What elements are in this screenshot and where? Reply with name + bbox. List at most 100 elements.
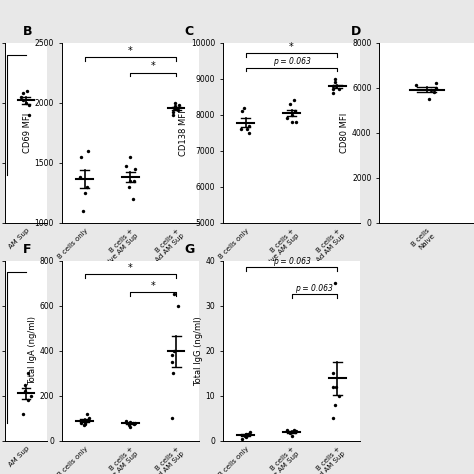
Point — [127, 153, 134, 161]
Point — [24, 370, 32, 377]
Point — [336, 86, 343, 93]
Point — [168, 358, 175, 366]
Y-axis label: CD138 MFI: CD138 MFI — [179, 110, 188, 155]
Point — [291, 428, 299, 436]
Point — [131, 419, 138, 427]
Point — [241, 432, 249, 440]
Point — [76, 173, 84, 181]
Point — [290, 426, 298, 433]
Point — [432, 84, 439, 91]
Point — [242, 430, 249, 438]
Point — [170, 370, 177, 377]
Y-axis label: CD69 MFI: CD69 MFI — [23, 113, 32, 153]
Point — [430, 88, 438, 96]
Point — [19, 410, 27, 418]
Point — [174, 106, 182, 114]
Text: *: * — [128, 263, 133, 273]
Point — [245, 430, 252, 438]
Point — [329, 370, 337, 377]
Point — [83, 417, 91, 424]
Point — [127, 177, 134, 184]
Point — [329, 383, 337, 391]
Text: B: B — [23, 25, 33, 37]
Point — [171, 102, 179, 110]
Point — [246, 428, 254, 436]
Point — [288, 428, 295, 436]
Point — [329, 89, 337, 97]
Point — [19, 89, 27, 97]
Point — [77, 153, 85, 161]
Point — [122, 163, 129, 170]
Text: C: C — [184, 25, 193, 37]
Point — [127, 424, 134, 431]
Point — [80, 421, 88, 429]
Point — [238, 435, 246, 442]
Point — [168, 414, 176, 422]
Point — [129, 195, 137, 202]
Point — [329, 86, 337, 93]
Point — [332, 279, 339, 287]
Point — [122, 417, 129, 424]
Point — [82, 189, 89, 197]
Point — [79, 207, 87, 215]
Point — [130, 177, 137, 184]
Point — [288, 432, 295, 440]
Point — [81, 420, 88, 428]
Point — [286, 429, 293, 437]
Text: *: * — [128, 46, 133, 55]
Point — [283, 426, 291, 433]
Point — [131, 165, 138, 173]
Point — [292, 427, 300, 435]
Point — [77, 419, 84, 427]
Point — [291, 107, 299, 115]
Text: p = 0.063: p = 0.063 — [295, 284, 333, 293]
Point — [332, 75, 339, 82]
Point — [125, 421, 132, 429]
Point — [170, 111, 177, 118]
Point — [169, 109, 177, 116]
Point — [171, 347, 178, 355]
Point — [331, 401, 338, 409]
Point — [22, 99, 30, 107]
Point — [127, 418, 134, 426]
Point — [27, 392, 35, 400]
Point — [24, 396, 31, 404]
Point — [336, 392, 343, 400]
Point — [242, 433, 250, 441]
Point — [172, 105, 180, 112]
Point — [129, 419, 137, 427]
Point — [85, 414, 93, 422]
Y-axis label: Total IgG (ng/ml): Total IgG (ng/ml) — [193, 316, 202, 386]
Point — [174, 302, 182, 310]
Point — [290, 97, 298, 104]
Text: D: D — [351, 25, 361, 37]
Point — [283, 115, 291, 122]
Point — [21, 388, 28, 395]
Point — [288, 118, 295, 126]
Point — [237, 125, 245, 133]
Text: G: G — [184, 243, 194, 255]
Text: p = 0.063: p = 0.063 — [273, 57, 310, 66]
Point — [84, 183, 91, 191]
Point — [245, 122, 253, 129]
Point — [83, 410, 91, 418]
Point — [331, 79, 338, 86]
Point — [246, 129, 253, 137]
Point — [130, 420, 137, 428]
Text: *: * — [289, 42, 294, 52]
Point — [292, 118, 300, 126]
Point — [243, 125, 250, 133]
Point — [125, 183, 132, 191]
Point — [168, 352, 176, 359]
Point — [329, 414, 337, 422]
Point — [286, 100, 293, 108]
Point — [412, 82, 420, 89]
Point — [329, 82, 337, 90]
Text: F: F — [23, 243, 32, 255]
Point — [427, 86, 435, 94]
Point — [170, 104, 178, 111]
Point — [432, 80, 439, 87]
Point — [84, 147, 92, 155]
Point — [240, 104, 248, 111]
Point — [171, 291, 178, 298]
